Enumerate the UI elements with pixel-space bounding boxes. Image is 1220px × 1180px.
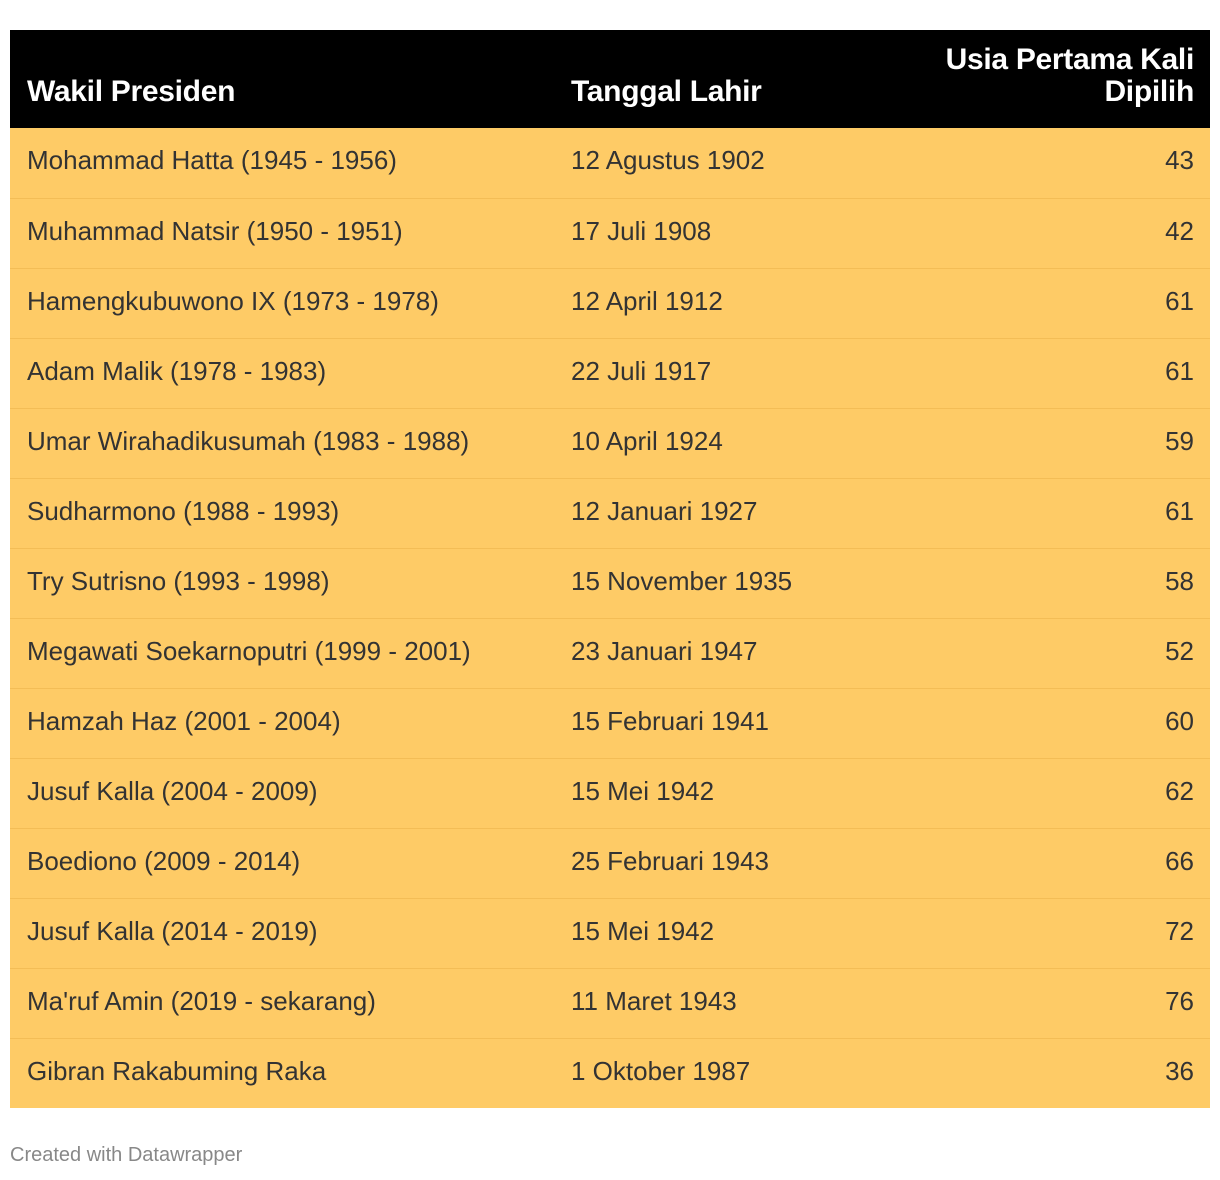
cell-birth-date: 1 Oktober 1987 <box>571 1056 751 1086</box>
table-row: Ma'ruf Amin (2019 - sekarang) 11 Maret 19… <box>10 968 1210 1038</box>
cell-age-first-elected: 60 <box>1165 706 1194 736</box>
cell-age-first-elected: 62 <box>1165 776 1194 806</box>
cell-age-first-elected: 61 <box>1165 356 1194 386</box>
cell-vice-president: Gibran Rakabuming Raka <box>27 1056 327 1086</box>
cell-birth-date: 12 April 1912 <box>571 286 723 316</box>
cell-birth-date: 11 Maret 1943 <box>571 986 737 1016</box>
cell-vice-president: Ma'ruf Amin (2019 - sekarang) <box>27 986 376 1016</box>
cell-vice-president: Umar Wirahadikusumah (1983 - 1988) <box>27 426 470 456</box>
table-row: Jusuf Kalla (2004 - 2009) 15 Mei 1942 62 <box>10 758 1210 828</box>
table-row: Megawati Soekarnoputri (1999 - 2001) 23 J… <box>10 618 1210 688</box>
cell-age-first-elected: 58 <box>1165 566 1194 596</box>
cell-birth-date: 25 Februari 1943 <box>571 846 770 876</box>
cell-vice-president: Hamzah Haz (2001 - 2004) <box>27 706 341 736</box>
cell-birth-date: 15 Mei 1942 <box>571 916 715 946</box>
cell-birth-date: 15 Februari 1941 <box>571 706 770 736</box>
cell-vice-president: Jusuf Kalla (2014 - 2019) <box>27 916 318 946</box>
table-row: Boediono (2009 - 2014) 25 Februari 1943 66 <box>10 828 1210 898</box>
cell-age-first-elected: 52 <box>1165 636 1194 666</box>
table-row: Muhammad Natsir (1950 - 1951) 17 Juli 190… <box>10 198 1210 268</box>
table-body: Mohammad Hatta (1945 - 1956) 12 Agustus 1… <box>10 128 1210 1108</box>
cell-birth-date: 15 Mei 1942 <box>571 776 715 806</box>
cell-vice-president: Adam Malik (1978 - 1983) <box>27 356 327 386</box>
cell-birth-date: 17 Juli 1908 <box>571 216 712 246</box>
cell-birth-date: 10 April 1924 <box>571 426 723 456</box>
cell-vice-president: Try Sutrisno (1993 - 1998) <box>27 566 330 596</box>
header-age-first-elected: Usia Pertama Kali Dipilih <box>874 43 1195 108</box>
table-row: Mohammad Hatta (1945 - 1956) 12 Agustus 1… <box>10 128 1210 198</box>
cell-birth-date: 22 Juli 1917 <box>571 356 712 386</box>
cell-age-first-elected: 61 <box>1165 286 1194 316</box>
table-row: Umar Wirahadikusumah (1983 - 1988) 10 Apr… <box>10 408 1210 478</box>
cell-age-first-elected: 36 <box>1165 1056 1194 1086</box>
header-vice-president: Wakil Presiden <box>27 75 236 108</box>
table-row: Gibran Rakabuming Raka 1 Oktober 1987 36 <box>10 1038 1210 1108</box>
cell-age-first-elected: 66 <box>1165 846 1194 876</box>
cell-age-first-elected: 76 <box>1165 986 1194 1016</box>
table-row: Jusuf Kalla (2014 - 2019) 15 Mei 1942 72 <box>10 898 1210 968</box>
cell-birth-date: 23 Januari 1947 <box>571 636 758 666</box>
cell-vice-president: Megawati Soekarnoputri (1999 - 2001) <box>27 636 471 666</box>
cell-birth-date: 15 November 1935 <box>571 566 793 596</box>
cell-age-first-elected: 61 <box>1165 496 1194 526</box>
table-header: Wakil Presiden Tanggal Lahir Usia Pertam… <box>10 30 1210 128</box>
cell-age-first-elected: 42 <box>1165 216 1194 246</box>
cell-age-first-elected: 43 <box>1165 145 1194 175</box>
datawrapper-credit: Created with Datawrapper <box>10 1144 243 1166</box>
cell-vice-president: Muhammad Natsir (1950 - 1951) <box>27 216 403 246</box>
cell-age-first-elected: 72 <box>1165 916 1194 946</box>
header-age-line-1: Usia Pertama Kali <box>945 43 1195 76</box>
cell-vice-president: Boediono (2009 - 2014) <box>27 846 301 876</box>
table-row: Hamengkubuwono IX (1973 - 1978) 12 April … <box>10 268 1210 338</box>
header-birth-date: Tanggal Lahir <box>571 75 762 108</box>
table-row: Hamzah Haz (2001 - 2004) 15 Februari 1941… <box>10 688 1210 758</box>
header-age-line-2: Dipilih <box>1104 75 1194 108</box>
cell-vice-president: Mohammad Hatta (1945 - 1956) <box>27 145 397 175</box>
cell-birth-date: 12 Januari 1927 <box>571 496 758 526</box>
table-row: Try Sutrisno (1993 - 1998) 15 November 19… <box>10 548 1210 618</box>
cell-age-first-elected: 59 <box>1165 426 1194 456</box>
cell-vice-president: Jusuf Kalla (2004 - 2009) <box>27 776 318 806</box>
cell-vice-president: Hamengkubuwono IX (1973 - 1978) <box>27 286 439 316</box>
table-row: Sudharmono (1988 - 1993) 12 Januari 1927 6… <box>10 478 1210 548</box>
data-table: Wakil Presiden Tanggal Lahir Usia Pertam… <box>10 30 1210 1108</box>
cell-vice-president: Sudharmono (1988 - 1993) <box>27 496 340 526</box>
table-row: Adam Malik (1978 - 1983) 22 Juli 1917 61 <box>10 338 1210 408</box>
cell-birth-date: 12 Agustus 1902 <box>571 145 765 175</box>
